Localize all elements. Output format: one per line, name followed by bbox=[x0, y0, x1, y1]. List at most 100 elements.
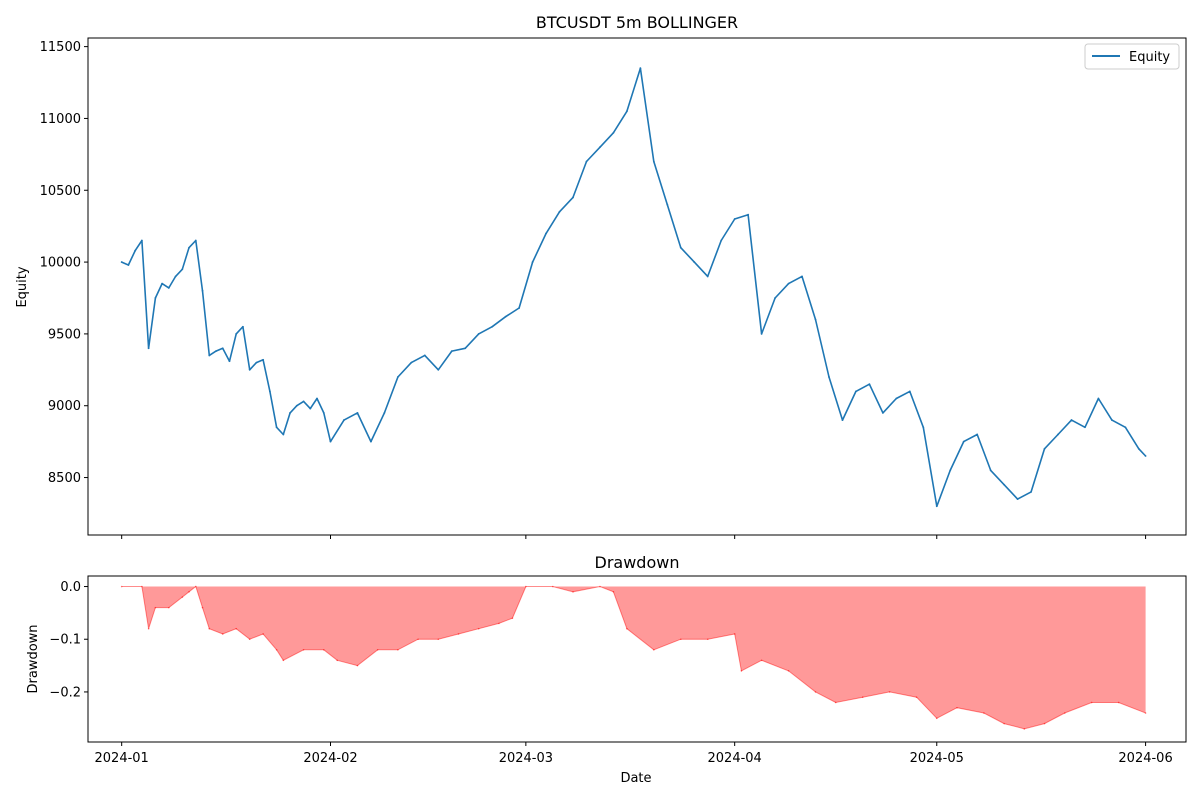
drawdown-title: Drawdown bbox=[595, 553, 680, 572]
drawdown-point bbox=[498, 622, 500, 625]
equity-point bbox=[188, 246, 190, 249]
drawdown-point bbox=[706, 638, 709, 641]
drawdown-ytick-label: −0.1 bbox=[49, 633, 81, 648]
equity-point bbox=[504, 315, 507, 318]
drawdown-point bbox=[302, 648, 305, 651]
drawdown-point bbox=[787, 670, 790, 672]
equity-point bbox=[437, 368, 440, 371]
drawdown-point bbox=[599, 585, 601, 588]
equity-point bbox=[760, 333, 763, 335]
equity-point bbox=[895, 397, 898, 400]
equity-point bbox=[1124, 426, 1127, 429]
equity-point bbox=[221, 347, 224, 350]
equity-point bbox=[464, 347, 467, 350]
drawdown-point bbox=[740, 670, 743, 672]
drawdown-point bbox=[141, 585, 143, 588]
equity-point bbox=[989, 469, 992, 472]
drawdown-point bbox=[188, 591, 190, 593]
equity-point bbox=[316, 397, 318, 400]
drawdown-point bbox=[511, 617, 514, 619]
equity-legend: Equity bbox=[1084, 43, 1180, 70]
equity-point bbox=[268, 390, 271, 393]
equity-point bbox=[639, 67, 642, 70]
drawdown-point bbox=[356, 664, 359, 667]
equity-point bbox=[120, 261, 123, 263]
equity-point bbox=[585, 160, 588, 163]
drawdown-point bbox=[208, 627, 211, 630]
drawdown-point bbox=[154, 606, 157, 609]
drawdown-point bbox=[322, 648, 325, 651]
equity-point bbox=[477, 333, 480, 335]
equity-axes-frame bbox=[87, 37, 1187, 536]
equity-point bbox=[828, 376, 830, 378]
drawdown-point bbox=[733, 633, 736, 635]
equity-point bbox=[383, 412, 386, 414]
equity-point bbox=[174, 275, 177, 278]
equity-panel: BTCUSDT 5m BOLLINGER 8500 9000 9500 10000 10… bbox=[15, 13, 1187, 539]
equity-point bbox=[161, 282, 163, 285]
equity-point bbox=[491, 325, 494, 328]
equity-point bbox=[976, 433, 979, 436]
equity-point bbox=[787, 282, 790, 285]
equity-point bbox=[801, 275, 803, 278]
equity-point bbox=[343, 419, 345, 421]
equity-point bbox=[248, 368, 251, 371]
equity-point bbox=[1144, 455, 1147, 457]
equity-point bbox=[841, 419, 844, 421]
equity-point bbox=[1084, 426, 1086, 429]
equity-point bbox=[228, 360, 231, 363]
equity-point bbox=[625, 110, 628, 113]
equity-point bbox=[396, 376, 399, 378]
drawdown-point bbox=[181, 596, 184, 598]
xtick-label: 2024-04 bbox=[708, 751, 762, 766]
equity-point bbox=[962, 440, 965, 443]
equity-point bbox=[262, 358, 265, 361]
xtick-label: 2024-05 bbox=[910, 751, 964, 766]
equity-ylabel: Equity bbox=[15, 266, 30, 307]
equity-point bbox=[693, 261, 696, 263]
drawdown-point bbox=[168, 606, 170, 609]
drawdown-point bbox=[834, 701, 837, 704]
drawdown-panel: Drawdown 0.0 −0.1 −0.2 2024-01 2024-02 2024-… bbox=[26, 553, 1187, 786]
equity-point bbox=[545, 232, 547, 235]
equity-point bbox=[208, 354, 211, 357]
drawdown-point bbox=[147, 627, 150, 630]
drawdown-point bbox=[1043, 722, 1046, 725]
equity-point bbox=[935, 505, 938, 508]
equity-point bbox=[423, 354, 426, 357]
equity-point bbox=[356, 412, 359, 414]
drawdown-point bbox=[457, 633, 460, 635]
equity-point bbox=[201, 289, 204, 292]
equity-point bbox=[1111, 419, 1113, 421]
drawdown-point bbox=[956, 706, 958, 709]
drawdown-point bbox=[477, 627, 480, 630]
drawdown-ytick-label: 0.0 bbox=[60, 580, 81, 595]
equity-point bbox=[370, 440, 372, 443]
drawdown-point bbox=[915, 696, 918, 699]
drawdown-point bbox=[336, 659, 339, 662]
equity-point bbox=[329, 440, 332, 443]
equity-point bbox=[599, 146, 601, 149]
drawdown-point bbox=[417, 638, 419, 641]
equity-line bbox=[121, 67, 1147, 508]
equity-point bbox=[612, 131, 615, 134]
equity-point bbox=[774, 297, 776, 299]
equity-point bbox=[733, 218, 736, 220]
equity-point bbox=[309, 407, 312, 410]
equity-point bbox=[127, 264, 130, 266]
drawdown-point bbox=[221, 633, 224, 635]
equity-point bbox=[1070, 419, 1073, 421]
drawdown-point bbox=[194, 585, 197, 588]
drawdown-point bbox=[1063, 712, 1066, 714]
equity-point bbox=[652, 160, 655, 163]
equity-point bbox=[868, 383, 871, 386]
equity-point bbox=[134, 249, 137, 252]
equity-point bbox=[410, 361, 413, 364]
xtick-label: 2024-03 bbox=[499, 751, 553, 766]
drawdown-point bbox=[888, 691, 891, 693]
equity-point bbox=[1016, 498, 1019, 500]
drawdown-point bbox=[275, 648, 278, 651]
equity-point bbox=[908, 390, 911, 393]
equity-point bbox=[922, 426, 925, 429]
